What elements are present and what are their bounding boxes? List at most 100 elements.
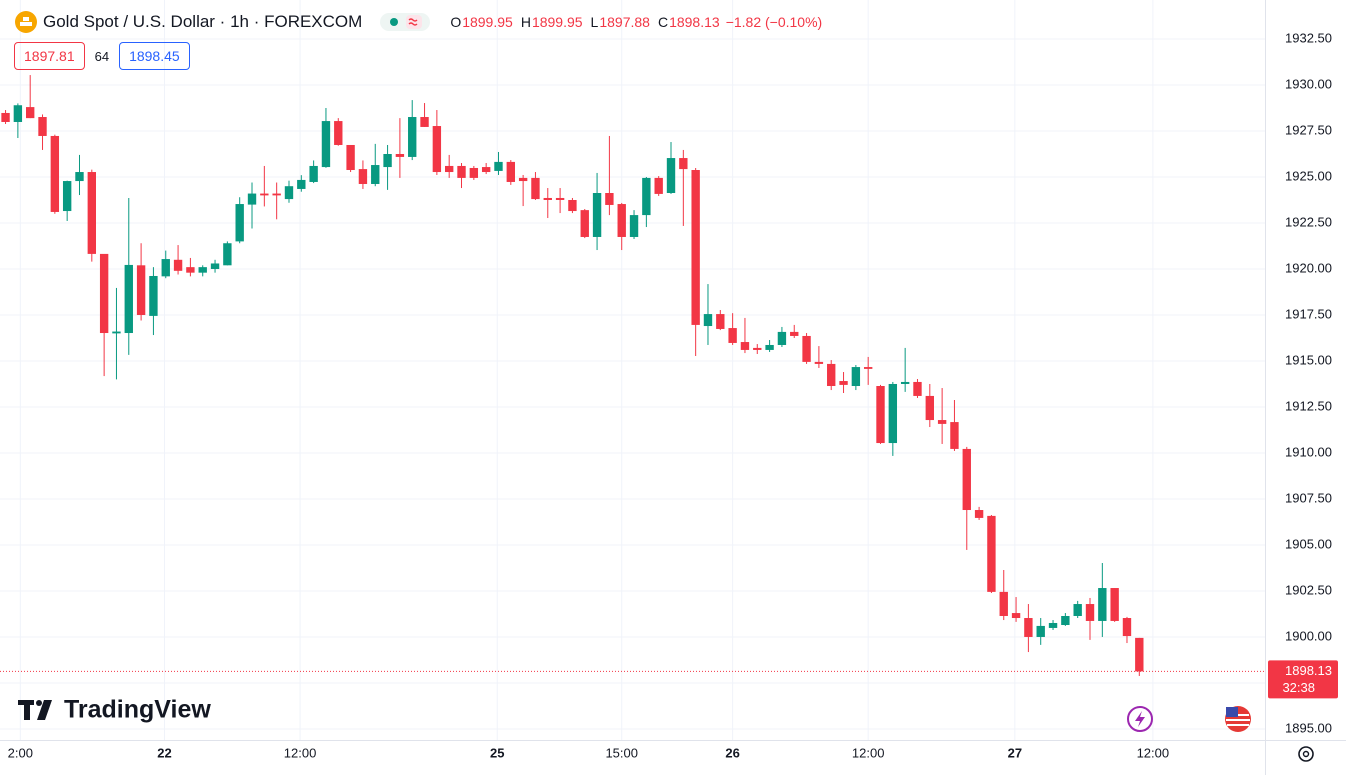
candle-body	[346, 144, 355, 171]
candle	[765, 340, 774, 352]
candle	[1011, 597, 1021, 622]
candle-body	[777, 331, 787, 345]
candle	[1036, 618, 1045, 645]
candle-body	[642, 177, 651, 216]
y-tick-label: 1917.50	[1285, 306, 1332, 321]
candle-body	[716, 314, 725, 329]
candle-body	[395, 153, 405, 157]
candle-body	[334, 121, 343, 145]
candle-body	[383, 153, 392, 168]
candle	[790, 324, 799, 338]
candle	[358, 160, 368, 189]
candle-body	[950, 422, 959, 449]
candle-body	[260, 193, 269, 196]
candle-body	[173, 259, 183, 271]
candle-body	[1098, 588, 1107, 621]
candle-body	[1036, 625, 1045, 637]
candle-body	[481, 167, 491, 173]
candle	[149, 267, 158, 336]
countdown-text: 32:38	[1282, 680, 1315, 695]
flag-icon[interactable]	[1225, 706, 1251, 732]
x-tick-label: 27	[1008, 745, 1022, 760]
candle-body	[408, 117, 417, 157]
y-tick-label: 1910.00	[1285, 444, 1332, 459]
candle	[962, 446, 971, 550]
candle-body	[863, 367, 873, 369]
candle	[876, 384, 885, 444]
candle-body	[469, 167, 479, 178]
candle-body	[765, 344, 774, 350]
candle	[814, 346, 824, 368]
candle	[346, 144, 355, 173]
candle	[900, 347, 910, 392]
y-tick-label: 1912.50	[1285, 398, 1332, 413]
candle-body	[358, 169, 368, 184]
candle	[432, 110, 442, 175]
candle	[740, 317, 750, 354]
candle	[284, 180, 294, 203]
candle	[334, 118, 343, 146]
candle	[691, 167, 700, 357]
candle	[1122, 616, 1132, 644]
ohlc-value: 1899.95	[462, 14, 513, 30]
candle-body	[87, 172, 96, 254]
candle	[913, 379, 922, 398]
y-tick-label: 1907.50	[1285, 490, 1332, 505]
candle-body	[839, 381, 848, 385]
candle	[395, 118, 405, 178]
candle-body	[531, 177, 540, 200]
candle-body	[802, 335, 811, 362]
candle-body	[444, 165, 454, 173]
candle	[839, 372, 848, 393]
last-price-label: 1898.13 32:38	[1268, 660, 1338, 699]
candle	[469, 165, 479, 180]
candle-body	[297, 179, 306, 189]
candle-body	[136, 265, 146, 315]
symbol-icon	[15, 11, 37, 33]
candle	[420, 103, 429, 127]
status-pill[interactable]	[380, 13, 431, 31]
ask[interactable]: 1898.45	[119, 42, 190, 70]
candle	[1098, 563, 1107, 637]
candle	[494, 151, 503, 175]
ohlc-value: 1899.95	[531, 14, 583, 30]
candle-body	[691, 170, 700, 325]
lightning-icon[interactable]	[1127, 706, 1153, 732]
candle-body	[1048, 622, 1058, 628]
candle-body	[457, 165, 466, 178]
candle	[186, 257, 195, 277]
candle-body	[679, 158, 688, 170]
candle-body	[629, 215, 639, 237]
candle-body	[888, 383, 898, 444]
candle-body	[284, 186, 294, 200]
candle-body	[75, 172, 84, 182]
tradingview-logo: TradingView	[18, 696, 211, 724]
x-tick-label: 15:00	[605, 745, 638, 760]
candle-body	[740, 342, 750, 350]
change: −1.82 (−0.10%)	[725, 14, 823, 30]
candle-body	[703, 314, 713, 327]
candle-body	[112, 331, 121, 334]
bid[interactable]: 1897.81	[14, 42, 85, 70]
candle-body	[518, 177, 528, 182]
plot-area	[0, 0, 1265, 740]
y-tick-label: 1927.50	[1285, 122, 1332, 137]
candle-body	[432, 126, 442, 173]
settings-icon[interactable]	[1298, 746, 1314, 762]
last-price-box	[1268, 660, 1338, 699]
candle	[13, 103, 23, 138]
candle-body	[62, 181, 72, 212]
candle	[210, 259, 220, 273]
y-tick-label: 1920.00	[1285, 260, 1332, 275]
candle-body	[309, 165, 318, 182]
candle	[506, 160, 515, 185]
candle	[716, 310, 725, 331]
candle-body	[962, 448, 971, 511]
candle	[26, 75, 35, 119]
candle	[1085, 597, 1095, 640]
candle	[555, 188, 565, 214]
candle-body	[753, 347, 762, 350]
candle	[297, 175, 306, 192]
y-tick-label: 1902.50	[1285, 582, 1332, 597]
candle-body	[272, 193, 281, 196]
